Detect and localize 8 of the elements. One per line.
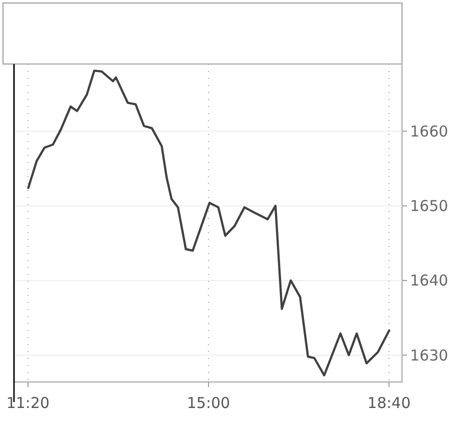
x-tick-label: 15:00 bbox=[186, 394, 230, 412]
y-tick-label: 1660 bbox=[410, 122, 448, 140]
y-tick-label: 1630 bbox=[410, 346, 448, 364]
line-series bbox=[27, 70, 390, 376]
x-tick-label: 18:40 bbox=[367, 394, 411, 412]
x-tick-label: 11:20 bbox=[6, 394, 50, 412]
y-tick-label: 1650 bbox=[410, 197, 448, 216]
y-tick-label: 1640 bbox=[410, 272, 448, 290]
